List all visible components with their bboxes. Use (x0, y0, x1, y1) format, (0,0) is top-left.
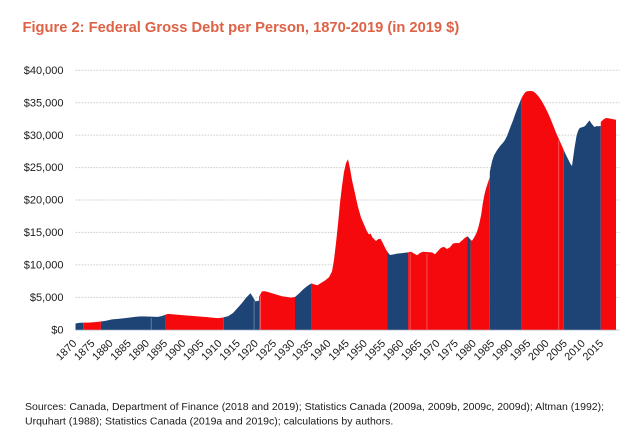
svg-text:$25,000: $25,000 (24, 162, 64, 174)
svg-text:$30,000: $30,000 (24, 130, 64, 142)
svg-text:$40,000: $40,000 (24, 65, 64, 77)
svg-text:$15,000: $15,000 (24, 227, 64, 239)
svg-text:$0: $0 (51, 325, 63, 337)
svg-text:$20,000: $20,000 (24, 195, 64, 207)
svg-text:Figure 2: Federal Gross Debt p: Figure 2: Federal Gross Debt per Person,… (23, 20, 460, 36)
svg-text:$10,000: $10,000 (24, 260, 64, 272)
svg-text:$35,000: $35,000 (24, 97, 64, 109)
svg-text:Urquhart (1988); Statistics Ca: Urquhart (1988); Statistics Canada (2019… (25, 416, 393, 428)
svg-text:$5,000: $5,000 (30, 292, 64, 304)
svg-text:Sources: Canada, Department of: Sources: Canada, Department of Finance (… (25, 401, 604, 413)
